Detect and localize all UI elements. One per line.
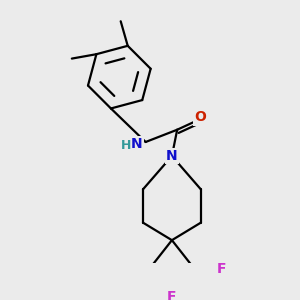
Text: F: F bbox=[167, 290, 177, 300]
Text: N: N bbox=[131, 137, 143, 151]
Text: F: F bbox=[217, 262, 226, 276]
Text: O: O bbox=[194, 110, 206, 124]
Text: N: N bbox=[166, 149, 178, 163]
Text: H: H bbox=[121, 139, 131, 152]
